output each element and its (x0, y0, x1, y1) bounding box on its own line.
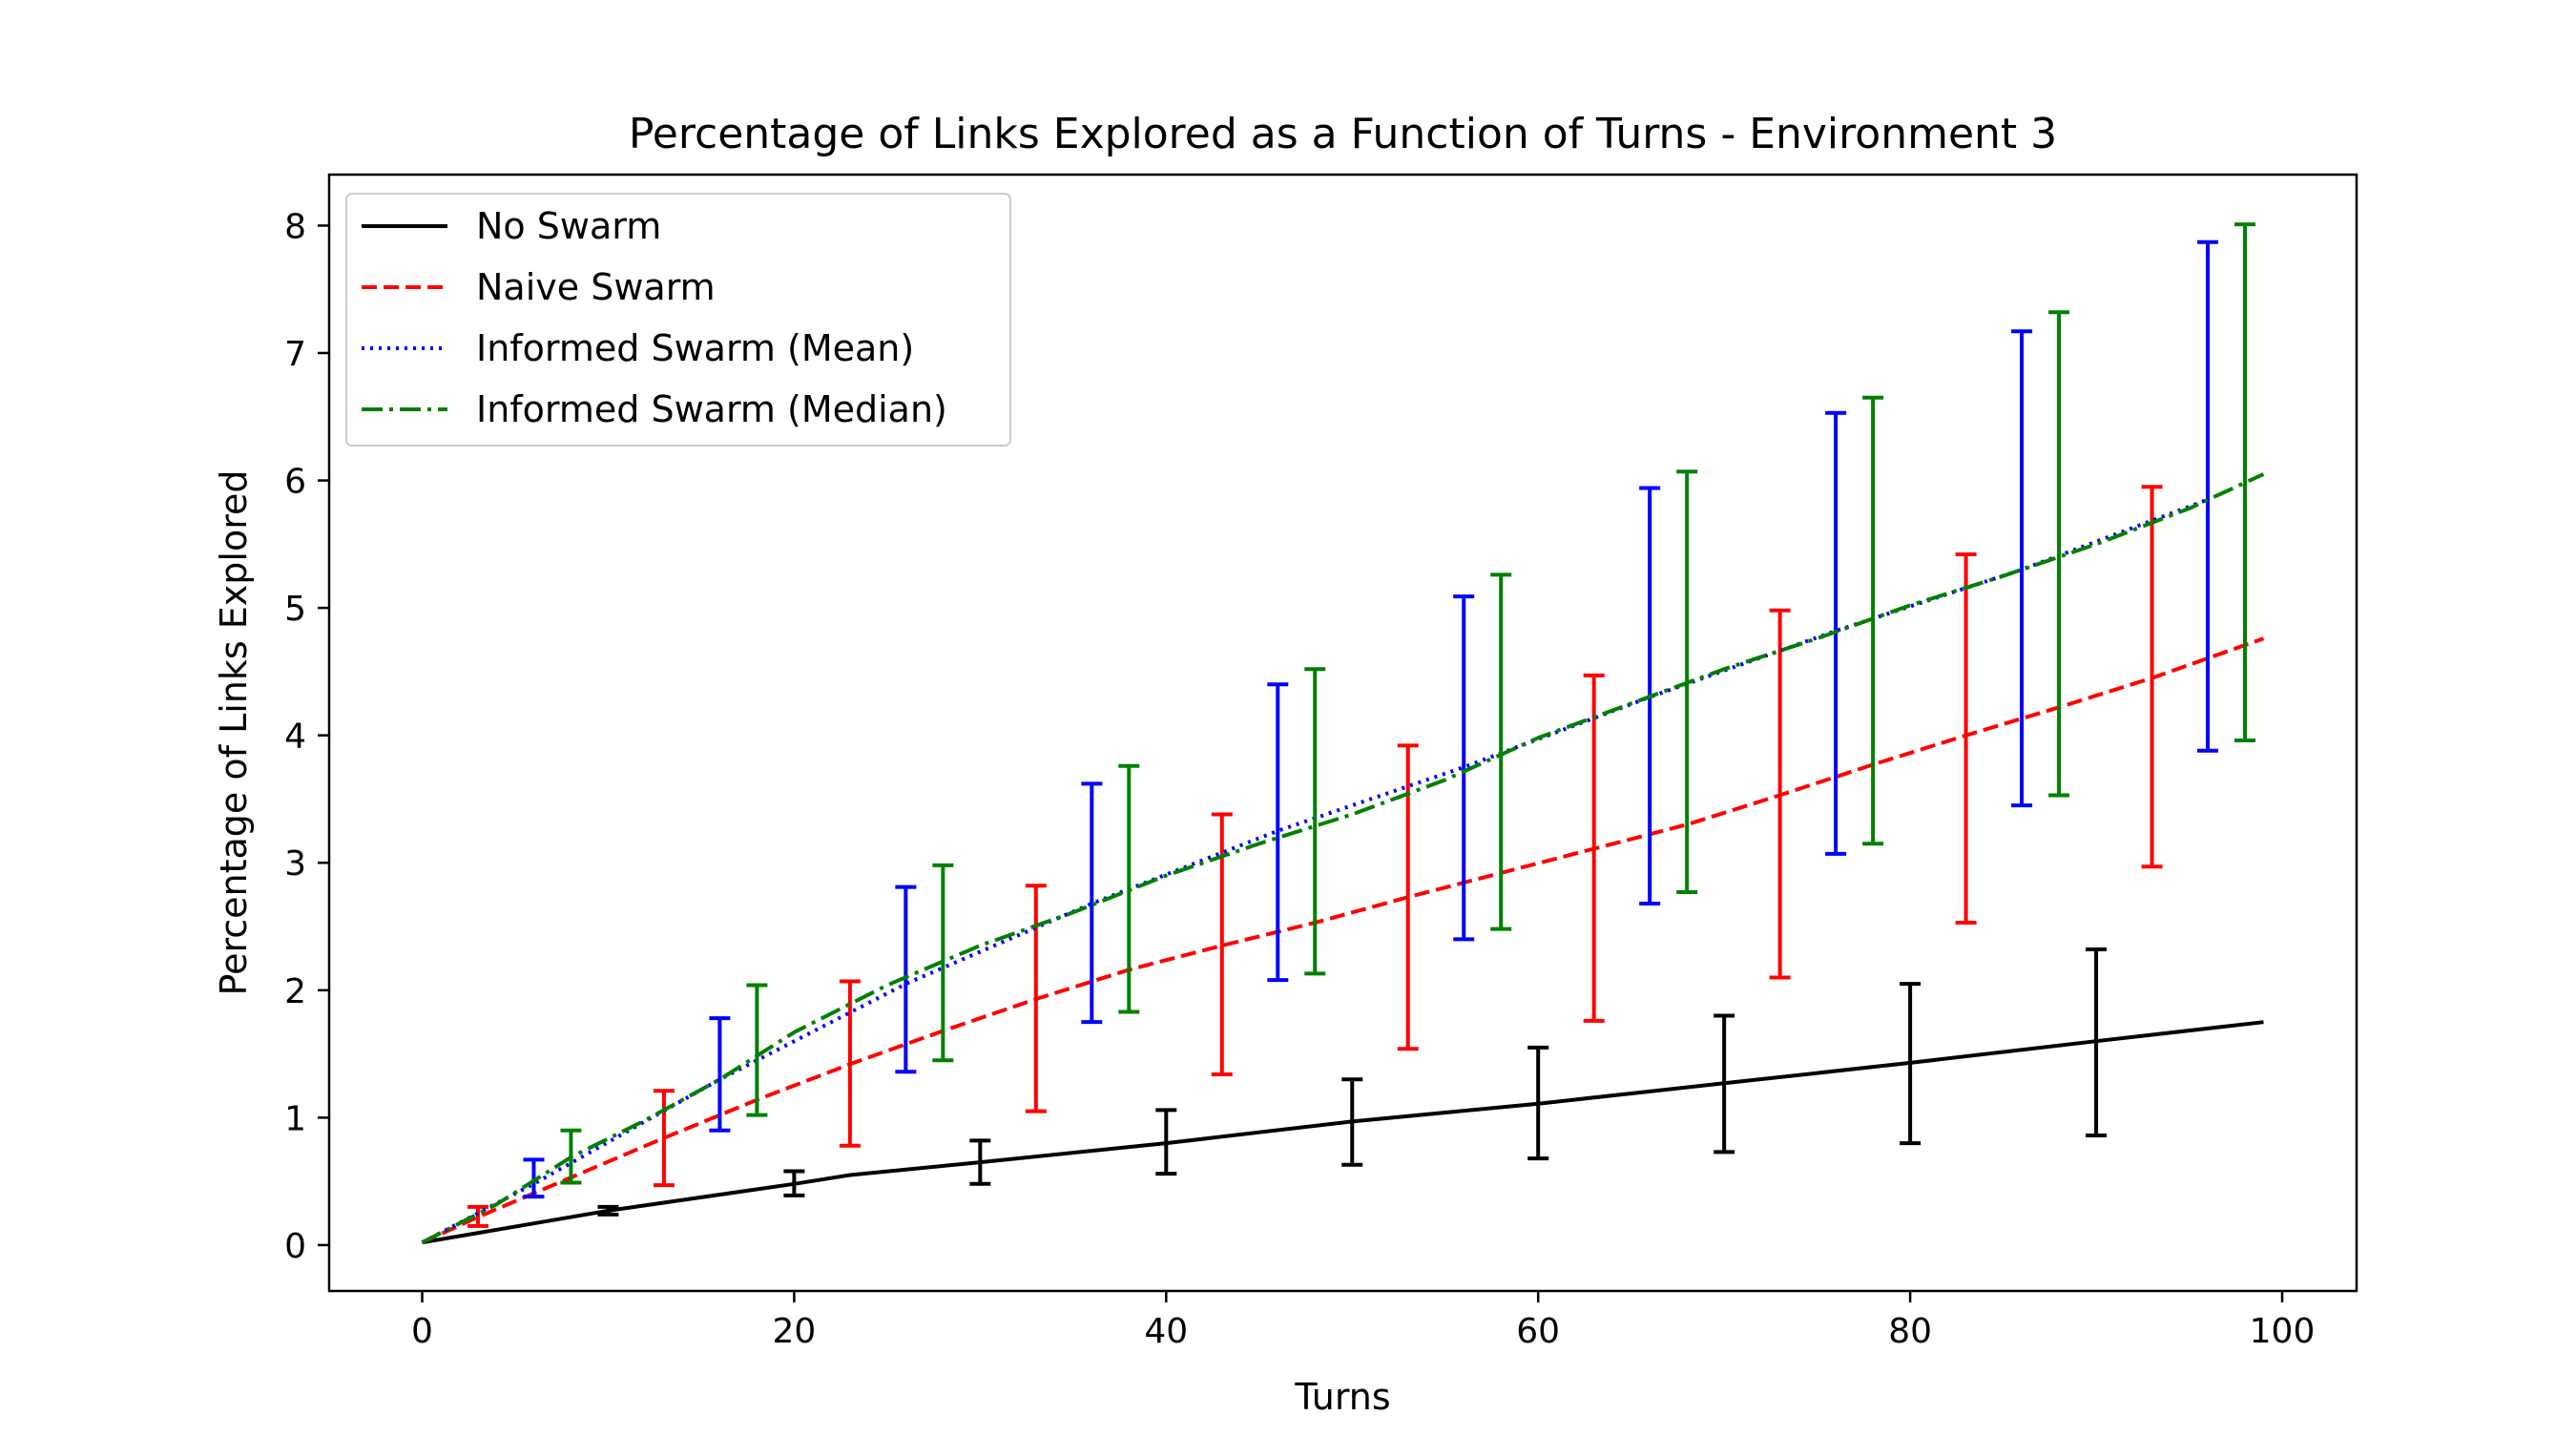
y-axis-label: Percentage of Links Explored (213, 470, 255, 996)
errorbar-naive-swarm (653, 1089, 675, 1188)
errorbar-naive-swarm (839, 979, 861, 1148)
y-tick-label: 1 (284, 1099, 306, 1138)
errorbar-naive-swarm (1397, 743, 1419, 1051)
errorbar-informed-swarm-median (2234, 222, 2256, 743)
series-line-informed-swarm-median (421, 472, 2265, 1244)
errorbar-informed-swarm-median (1118, 763, 1140, 1014)
legend: No Swarm Naive Swarm Informed Swarm (Mean)… (345, 193, 1011, 447)
legend-label-naive-swarm: Naive Swarm (476, 266, 716, 308)
errorbar-informed-swarm-median (1676, 469, 1698, 894)
errorbar-naive-swarm (2141, 485, 2163, 869)
errorbar-informed-swarm-mean (895, 884, 917, 1074)
errorbar-no-swarm (2086, 947, 2108, 1138)
errorbar-no-swarm (1155, 1108, 1177, 1176)
errorbar-no-swarm (1341, 1077, 1363, 1167)
y-tick-label: 0 (284, 1227, 306, 1266)
x-tick-label: 100 (2250, 1312, 2316, 1351)
errorbar-informed-swarm-median (1862, 395, 1884, 846)
series-informed-swarm-median (421, 222, 2265, 1244)
legend-label-informed-swarm-mean: Informed Swarm (Mean) (476, 327, 914, 369)
x-tick-label: 0 (411, 1312, 433, 1351)
x-tick-label: 60 (1516, 1312, 1560, 1351)
y-tick-label: 8 (284, 207, 306, 246)
errorbar-informed-swarm-mean (1081, 781, 1103, 1025)
errorbar-naive-swarm (1583, 673, 1605, 1023)
series-line-no-swarm (422, 1020, 2264, 1245)
series-line-naive-swarm (421, 636, 2265, 1245)
plot-area: 0 20 40 60 80 100 0 1 2 3 4 5 6 7 8 (284, 173, 2358, 1351)
series-no-swarm (422, 947, 2264, 1245)
errorbar-no-swarm (597, 1204, 619, 1217)
y-tick-label: 6 (284, 463, 306, 502)
y-tick-label: 5 (284, 590, 306, 629)
errorbar-informed-swarm-mean (523, 1157, 545, 1199)
errorbar-informed-swarm-mean (709, 1016, 731, 1133)
legend-label-informed-swarm-median: Informed Swarm (Median) (476, 388, 947, 430)
plot-frame (327, 173, 2358, 1293)
errorbar-naive-swarm (1769, 608, 1791, 980)
y-tick-label: 3 (284, 844, 306, 884)
y-tick-label: 7 (284, 335, 306, 374)
chart-title: Percentage of Links Explored as a Functi… (629, 110, 2057, 158)
errorbar-naive-swarm (467, 1204, 488, 1228)
errorbar-informed-swarm-median (2048, 310, 2070, 798)
errorbar-informed-swarm-median (1490, 572, 1512, 931)
legend-label-no-swarm: No Swarm (476, 205, 661, 247)
errorbar-no-swarm (783, 1169, 805, 1197)
errorbar-informed-swarm-median (560, 1128, 582, 1185)
errorbar-informed-swarm-median (932, 863, 954, 1063)
errorbar-no-swarm (969, 1138, 991, 1186)
errorbar-informed-swarm-median (1304, 667, 1326, 976)
y-tick-label: 4 (284, 718, 306, 757)
errorbar-informed-swarm-mean (2197, 239, 2219, 753)
errorbar-naive-swarm (1025, 884, 1047, 1113)
x-axis-label: Turns (1294, 1376, 1390, 1418)
errorbar-informed-swarm-mean (1453, 594, 1475, 942)
legend-box (345, 193, 1011, 447)
errorbar-naive-swarm (1955, 552, 1977, 926)
series-naive-swarm (421, 485, 2265, 1245)
errorbar-no-swarm (1714, 1013, 1735, 1155)
y-tick-label: 2 (284, 972, 306, 1011)
errorbar-informed-swarm-median (746, 983, 768, 1117)
x-tick-label: 80 (1888, 1312, 1932, 1351)
x-tick-label: 20 (772, 1312, 816, 1351)
errorbar-informed-swarm-mean (1267, 682, 1289, 983)
errorbar-no-swarm (1900, 982, 1922, 1146)
x-tick-label: 40 (1144, 1312, 1188, 1351)
errorbar-informed-swarm-mean (2011, 329, 2033, 808)
errorbar-no-swarm (1527, 1045, 1549, 1161)
